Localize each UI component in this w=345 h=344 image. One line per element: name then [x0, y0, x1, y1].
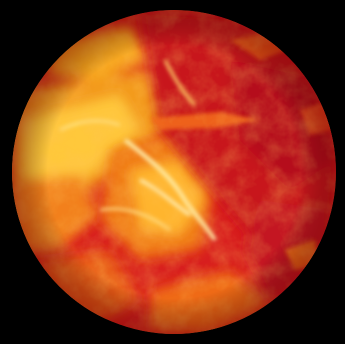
limb-shading: [12, 10, 336, 334]
sphere: [12, 10, 336, 334]
